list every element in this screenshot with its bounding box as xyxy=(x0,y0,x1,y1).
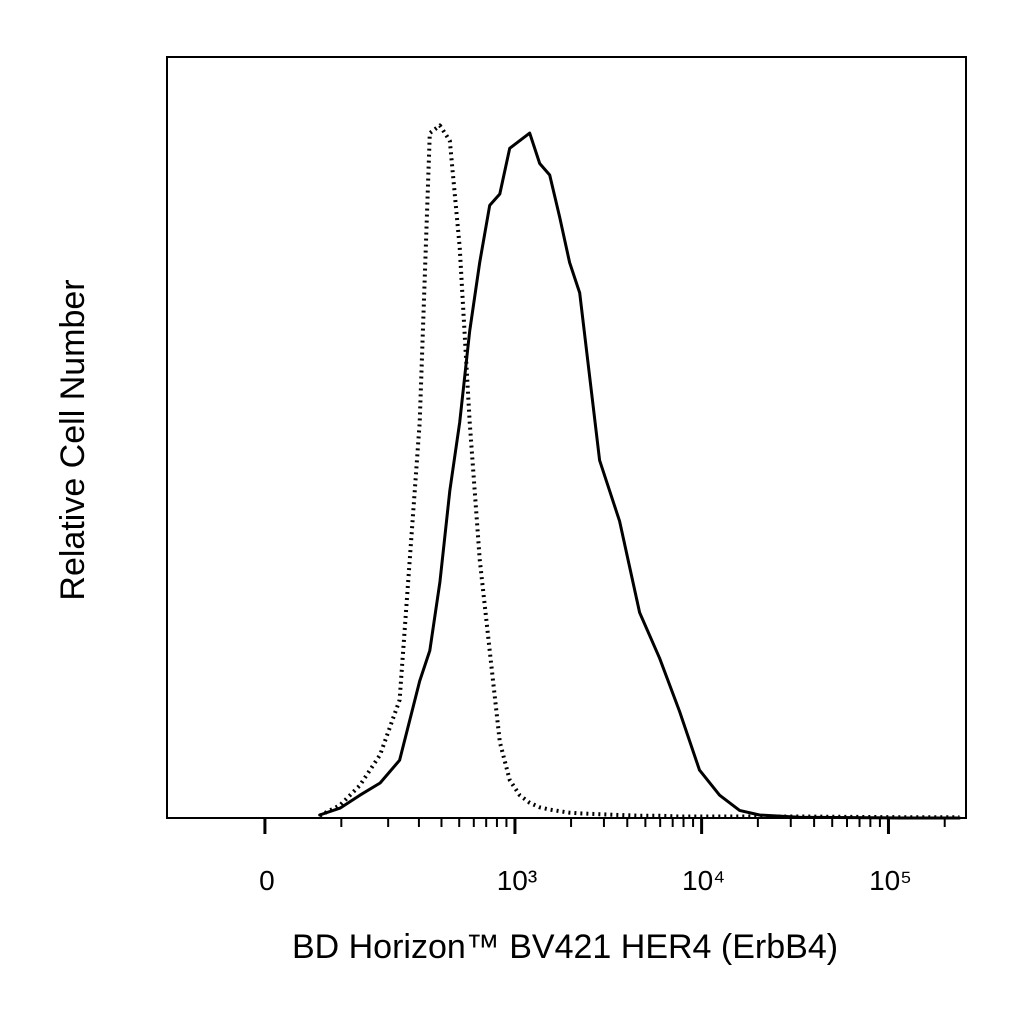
x-tick-label: 10⁵ xyxy=(869,865,912,896)
x-tick-label: 10³ xyxy=(497,865,537,896)
x-tick-label: 0 xyxy=(259,865,275,896)
x-axis-title: BD Horizon™ BV421 HER4 (ErbB4) xyxy=(292,928,838,966)
plot-frame xyxy=(166,56,967,819)
series-line xyxy=(318,131,961,820)
x-tick-label: 10⁴ xyxy=(682,865,725,896)
y-axis-title: Relative Cell Number xyxy=(54,279,92,600)
series-line xyxy=(318,123,960,820)
